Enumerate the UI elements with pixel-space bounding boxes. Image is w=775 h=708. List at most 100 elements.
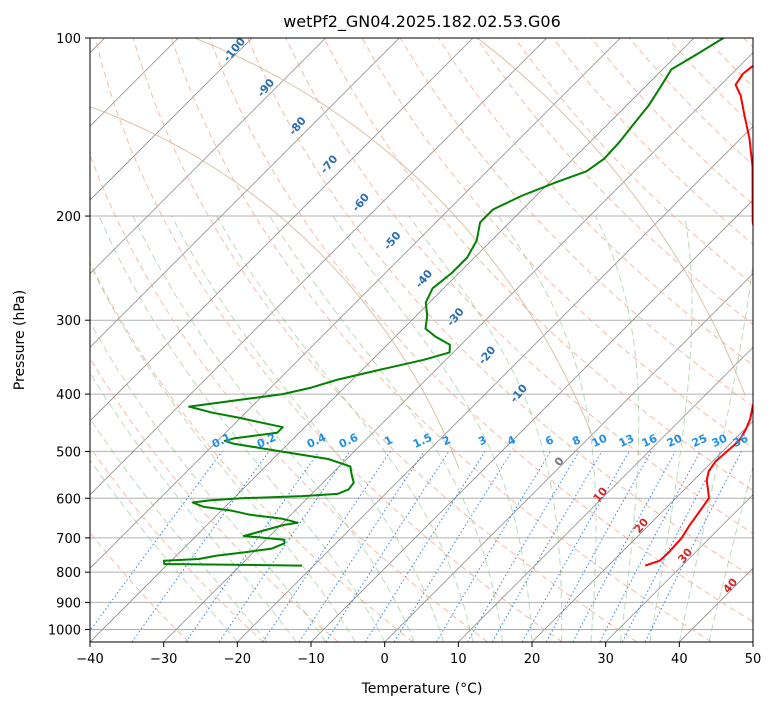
moist-adiabat-line [332,215,533,642]
dry-adiabat-line [514,38,753,285]
dry-adiabat-line [476,38,753,326]
moist-adiabat-line [708,464,753,642]
moist-adiabat-line [90,417,268,642]
y-tick-label: 500 [56,445,81,460]
mixing-ratio-line [185,451,320,642]
mixing-ratio-label: 30 [710,432,730,450]
mixing-ratio-line [298,451,425,642]
x-tick-label: 50 [745,652,762,667]
dry-adiabat-line [94,38,563,642]
dry-adiabat-label: -20 [476,343,499,367]
mixing-ratio-label: 1 [382,433,394,448]
moist-adiabat-line [408,215,563,642]
dry-adiabat-label: -30 [444,305,467,329]
mixing-ratio-label: 6 [543,433,556,448]
dry-adiabat-label: -40 [413,267,436,291]
x-tick-label: 10 [450,652,467,667]
mixing-ratio-label: 0.4 [305,431,328,451]
axes: −40 −30 −20 −10 0 10 20 30 40 5010020030040050060… [48,32,761,667]
isotherm-line [384,273,753,642]
reference-arc-line [90,106,460,468]
dry-adiabat-line [209,38,753,623]
y-tick-label: 800 [56,566,81,581]
isotherm-line [458,346,753,642]
moist-adiabat-line [594,215,640,642]
y-tick-label: 900 [56,596,81,611]
mixing-ratio-label: 0.6 [337,431,360,451]
x-tick-label: 0 [381,652,389,667]
mixing-ratio-label: 1.5 [411,431,434,451]
temperature-profile-line [644,64,753,567]
moist-adiabat-label: 40 [720,575,740,595]
mixing-ratio-label: 3 [476,433,488,448]
moist-adiabat-line [649,215,693,642]
y-tick-label: 400 [56,388,81,403]
mixing-ratio-line [467,451,580,642]
moist-adiabat-line [216,215,474,642]
mixing-ratio-line [90,451,223,632]
reference-arc-line [193,38,594,440]
x-tick-label: −40 [76,652,103,667]
moist-adiabat-line [90,321,327,642]
moist-adiabat-line [498,215,597,642]
dry-adiabat-line [285,38,753,535]
reference-arc-line [476,38,746,397]
moist-adiabat-line [90,371,297,642]
moist-adiabat-line [90,262,356,642]
dry-adiabat-label: -80 [286,114,309,138]
moist-adiabat-label: 30 [675,545,695,565]
isotherm-line [237,125,753,642]
mixing-ratio-line [325,451,450,642]
mixing-ratio-label: 36 [731,432,751,450]
y-tick-label: 1000 [48,623,81,638]
moist-adiabat-line [269,215,503,642]
dry-adiabat-line [437,38,753,366]
mixing-ratio-line [262,451,391,642]
y-tick-label: 200 [56,210,81,225]
isotherm-line [310,199,753,642]
mixing-ratio-line [131,451,270,642]
isotherm-line [163,52,753,642]
moist-adiabat-line [171,215,445,642]
mixing-ratio-label: 10 [590,432,610,450]
dry-adiabat-line [90,357,339,642]
mixing-ratio-line [521,451,630,642]
dry-adiabat-line [743,38,753,49]
mixing-ratio-line [644,451,742,642]
x-axis-label: Temperature (°C) [361,681,483,697]
x-tick-label: 40 [671,652,688,667]
y-tick-label: 600 [56,492,81,507]
mixing-ratio-label: 0.1 [210,431,233,451]
y-tick-label: 700 [56,532,81,547]
y-tick-label: 300 [56,314,81,329]
x-tick-label: −20 [224,652,251,667]
mixing-ratio-label: 2 [440,433,452,448]
x-tick-label: −10 [297,652,324,667]
dry-adiabat-label: -50 [381,229,404,253]
dry-adiabat-label: -70 [318,152,341,176]
moist-adiabat-line [98,215,386,642]
x-tick-label: 30 [597,652,614,667]
isotherm-line [679,567,753,642]
isotherm-line [90,38,621,569]
moist-adiabat-label: 10 [590,484,610,504]
isotherm-line [90,38,400,348]
dry-adiabat-line [247,38,753,578]
y-tick-label: 100 [56,32,81,47]
moist-adiabat-line [678,259,753,642]
x-tick-label: −30 [150,652,177,667]
moist-adiabat-line [132,215,415,642]
isotherm-line [752,641,753,642]
mixing-ratio-line [393,451,513,642]
dewpoint-profile-line [163,38,725,567]
isotherm-line [605,494,753,642]
isotherm-line [90,38,547,496]
dry-adiabat-label: -60 [349,190,372,214]
isotherm-line [90,38,253,201]
mixing-ratio-line [621,451,722,642]
dry-adiabat-line [705,38,753,88]
isotherm-line [531,420,753,642]
plot-frame [89,37,754,643]
isotherm-line [90,38,474,422]
